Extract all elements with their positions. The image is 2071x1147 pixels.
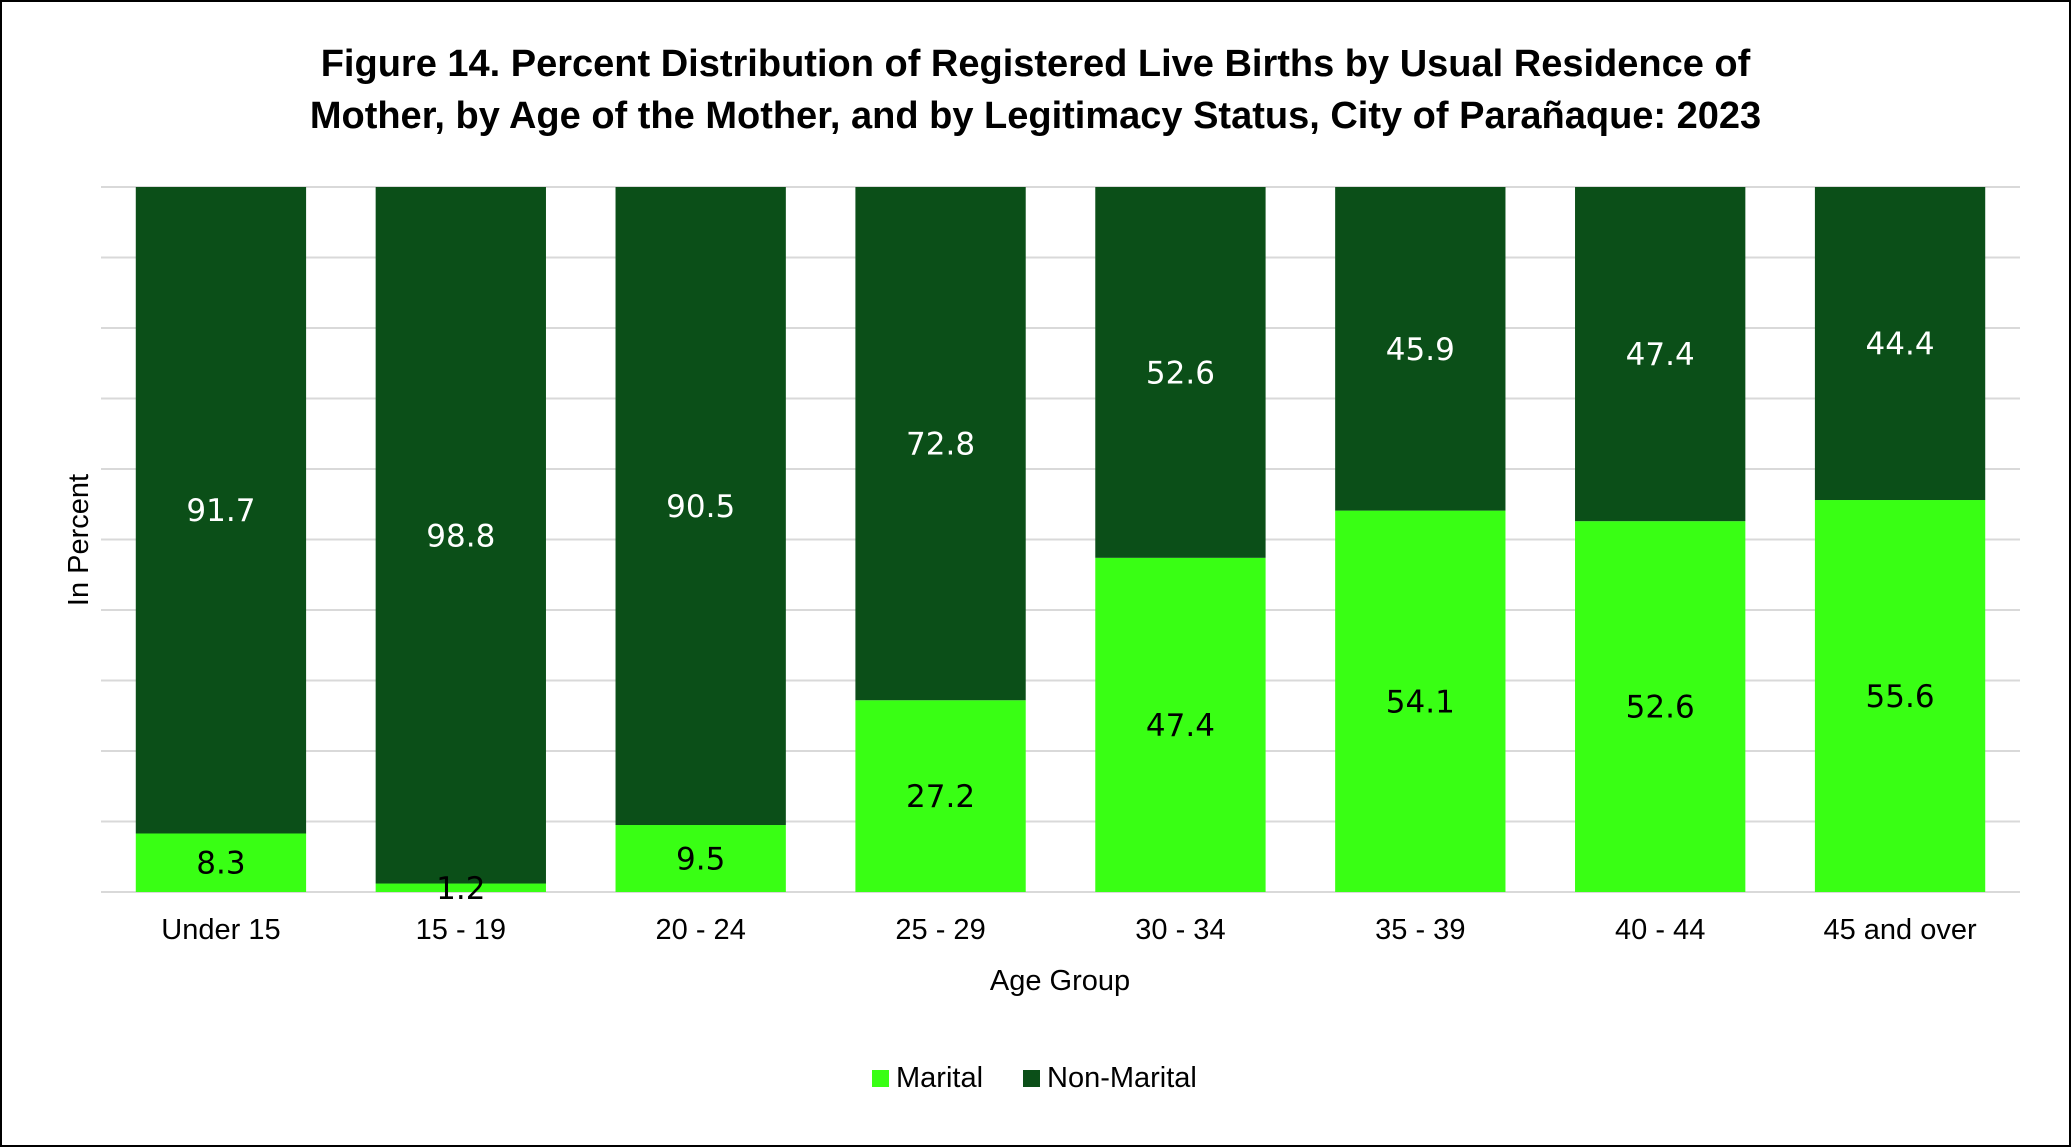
bar-non-marital (1575, 187, 1746, 522)
legend-swatch (1023, 1070, 1040, 1087)
data-label-marital: 9.5 (676, 842, 725, 878)
bar-non-marital (615, 187, 786, 826)
bar-non-marital (855, 187, 1026, 701)
chart-title-line-1: Figure 14. Percent Distribution of Regis… (320, 43, 1751, 85)
legend-label: Marital (896, 1062, 983, 1094)
legend: Marital Non-Marital (872, 1062, 1197, 1094)
x-tick-label: 15 - 19 (416, 914, 506, 946)
data-label-marital: 1.2 (436, 871, 485, 907)
bar-marital (1095, 557, 1266, 892)
data-labels: 8.3 91.7 1.2 98.8 9.5 90.5 27.2 72.8 47.4 52.6 54.… (186, 327, 1934, 907)
legend-swatch (872, 1070, 889, 1087)
data-label-non-marital: 44.4 (1866, 327, 1935, 363)
chart-title-line-2: Mother, by Age of the Mother, and by Leg… (309, 95, 1762, 137)
data-label-non-marital: 45.9 (1386, 332, 1455, 368)
bar-non-marital (1814, 187, 1986, 501)
bar-marital (615, 825, 786, 892)
x-tick-label: Under 15 (161, 914, 280, 946)
legend-label: Non-Marital (1047, 1062, 1197, 1094)
x-tick-label: 40 - 44 (1615, 914, 1705, 946)
data-label-marital: 47.4 (1146, 708, 1215, 744)
data-label-non-marital: 47.4 (1626, 337, 1695, 373)
bar-marital (855, 700, 1026, 892)
data-label-non-marital: 90.5 (666, 489, 735, 525)
bar-non-marital (135, 187, 307, 834)
data-label-non-marital: 72.8 (906, 427, 975, 463)
x-tick-label: 25 - 29 (895, 914, 985, 946)
bar-marital (1335, 510, 1506, 892)
x-tick-label: 45 and over (1823, 914, 1977, 946)
x-tick-labels: Under 15 15 - 19 20 - 24 25 - 29 30 - 34 35 -… (161, 914, 1977, 946)
data-label-marital: 55.6 (1866, 679, 1935, 715)
y-axis-label: In Percent (63, 474, 95, 606)
data-label-marital: 27.2 (906, 779, 975, 815)
bar-marital (135, 833, 307, 892)
bar-marital (375, 883, 546, 892)
bar-marital (1575, 521, 1746, 892)
bar-non-marital (375, 187, 546, 884)
data-label-non-marital: 91.7 (186, 493, 255, 529)
x-tick-label: 35 - 39 (1375, 914, 1465, 946)
data-label-marital: 52.6 (1626, 690, 1695, 726)
data-label-non-marital: 98.8 (426, 518, 495, 554)
chart-title: Figure 14. Percent Distribution of Regis… (0, 38, 2071, 142)
x-tick-label: 30 - 34 (1135, 914, 1225, 946)
data-label-marital: 8.3 (196, 846, 245, 882)
bar-marital (1814, 500, 1986, 892)
bars (135, 187, 1986, 892)
data-label-non-marital: 52.6 (1146, 355, 1215, 391)
x-tick-label: 20 - 24 (656, 914, 746, 946)
data-label-marital: 54.1 (1386, 684, 1455, 720)
bar-non-marital (1335, 187, 1506, 511)
x-axis-label: Age Group (990, 965, 1130, 997)
bar-non-marital (1095, 187, 1266, 558)
